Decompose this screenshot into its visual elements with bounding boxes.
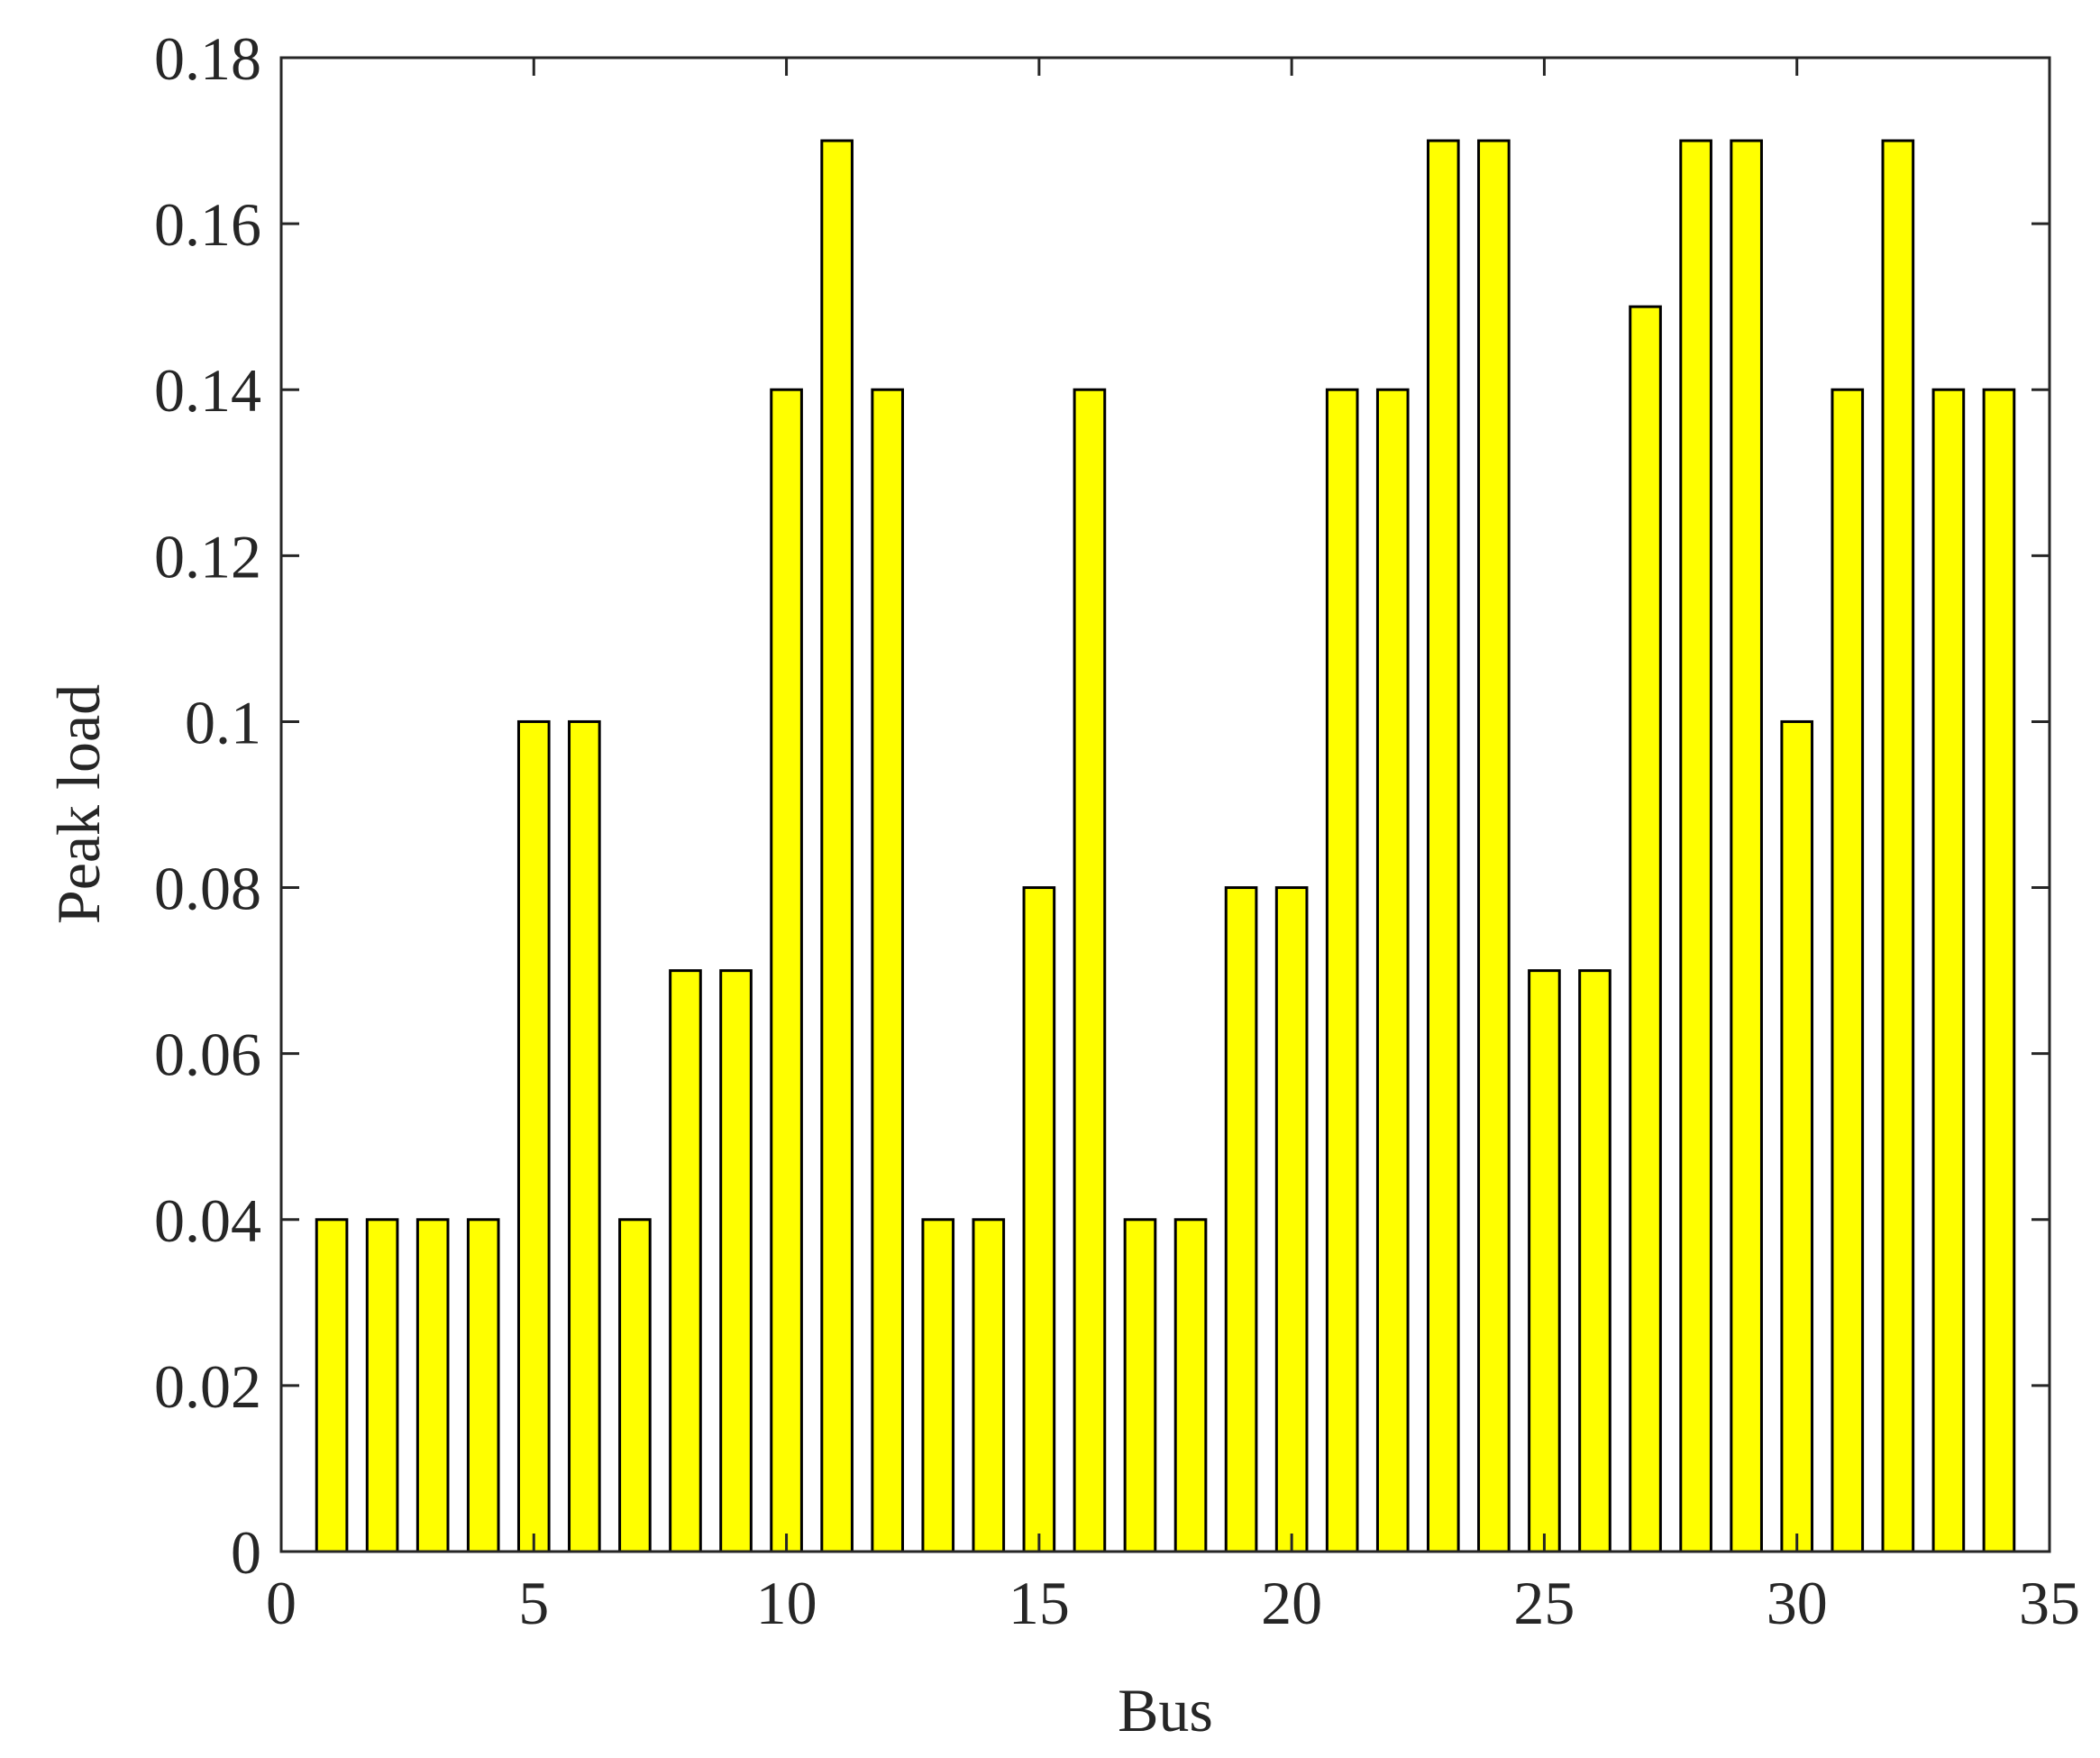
bar [618,1218,652,1553]
bar [719,969,753,1553]
x-tick-label: 30 [1767,1569,1828,1637]
y-tick-label: 0.16 [154,190,261,259]
bar [1375,388,1410,1553]
bar [820,139,854,1553]
x-tick-label: 15 [1009,1569,1070,1637]
y-tick-label: 0.12 [154,522,261,591]
bar [1123,1218,1157,1553]
x-axis-label: Bus [1118,1676,1213,1744]
axes-box [279,56,2051,1553]
bar [1982,388,2016,1553]
x-tick-label: 10 [756,1569,817,1637]
bar [1578,969,1612,1553]
y-tick-label: 0.14 [154,356,261,425]
bar [1173,1218,1208,1553]
bar [770,388,803,1553]
bar [1325,388,1359,1553]
x-tick-label: 20 [1261,1569,1322,1637]
bar [1274,886,1309,1553]
bar [1528,969,1561,1553]
y-tick-label: 0.1 [185,688,261,756]
bar [921,1218,955,1553]
bar [669,969,702,1553]
y-tick-label: 0.04 [154,1186,261,1255]
bar [315,1218,349,1553]
y-tick-label: 0.06 [154,1021,261,1089]
x-tick-label: 0 [266,1569,297,1637]
bar [365,1218,399,1553]
y-tick-label: 0.02 [154,1352,261,1421]
y-tick-label: 0.08 [154,855,261,923]
y-tick-label: 0 [231,1518,261,1587]
bar [1831,388,1865,1553]
bar [1730,139,1763,1553]
bar [972,1218,1006,1553]
bar [415,1218,450,1553]
x-tick-label: 35 [2019,1569,2080,1637]
bar [466,1218,500,1553]
bar [1224,886,1258,1553]
bar [1780,719,1814,1553]
bar [1931,388,1966,1553]
bar [1881,139,1915,1553]
bar [568,719,601,1553]
bar [1629,305,1662,1553]
bar [1679,139,1712,1553]
x-tick-label: 5 [518,1569,549,1637]
bar [1022,886,1056,1553]
bar [871,388,905,1553]
bar [516,719,551,1553]
y-axis-label: Peak load [44,684,113,924]
y-tick-label: 0.18 [154,24,261,93]
bar [1477,139,1511,1553]
bar [1426,139,1460,1553]
x-tick-label: 25 [1513,1569,1575,1637]
bar [1073,388,1107,1553]
